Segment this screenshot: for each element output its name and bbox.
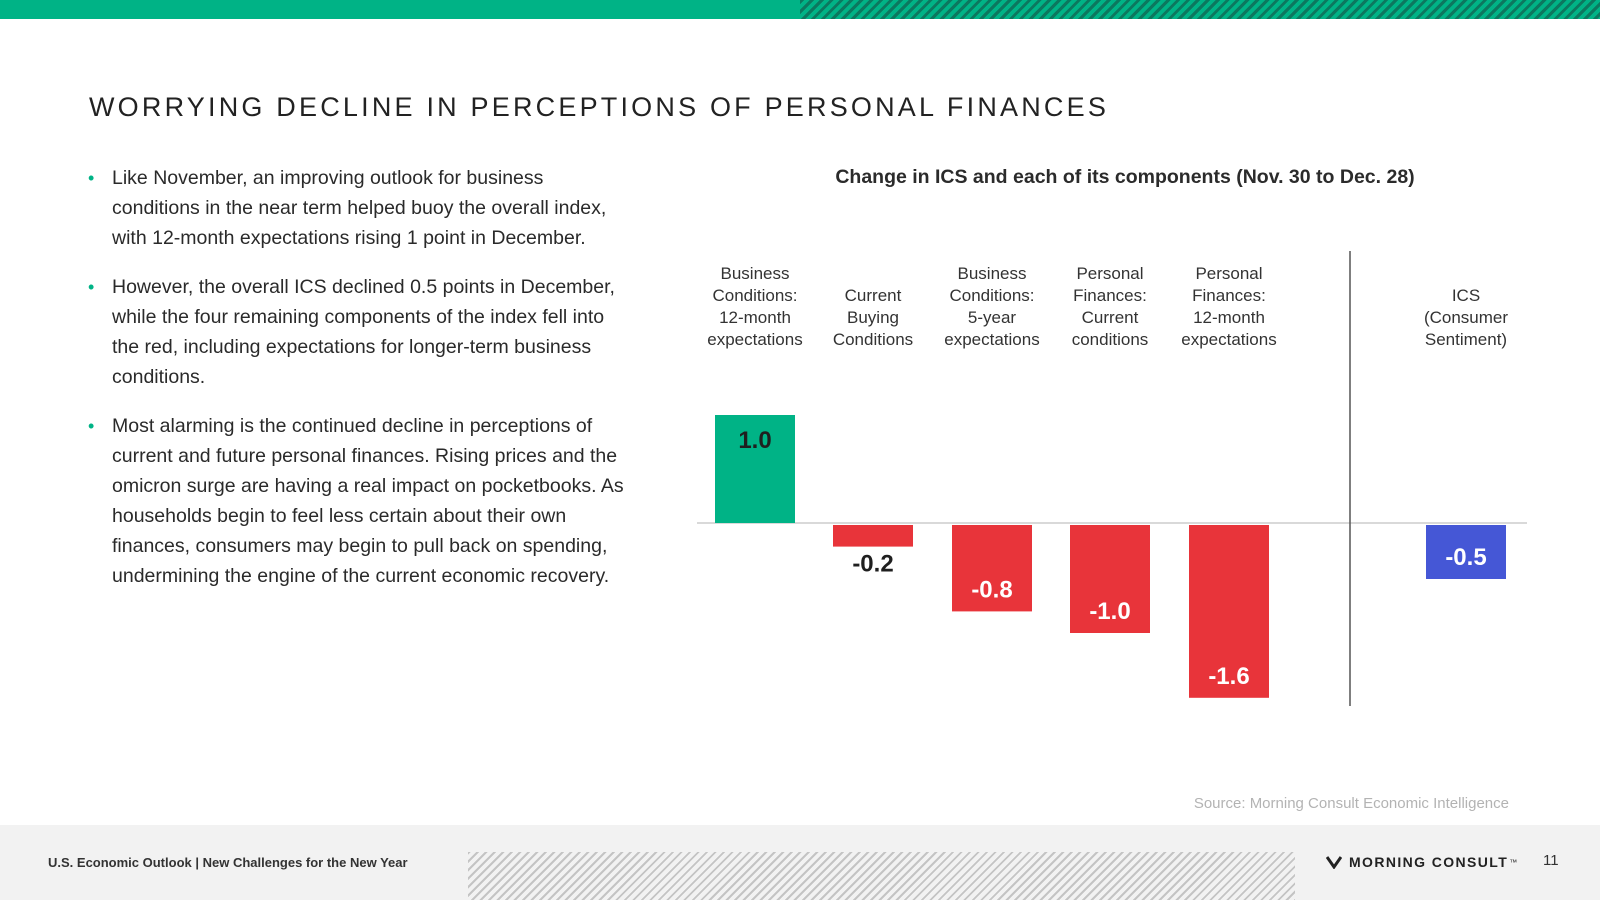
top-accent-bar (0, 0, 1600, 19)
category-label-line: expectations (944, 330, 1039, 349)
page-number: 11 (1543, 852, 1559, 869)
brand-logo: MORNING CONSULT ™ (1326, 854, 1517, 870)
bar-1 (833, 525, 913, 547)
category-label: Business Conditions: 5-year expectations (944, 264, 1039, 349)
bullet-list: • Like November, an improving outlook for… (88, 163, 628, 610)
bar-2 (952, 525, 1032, 612)
category-label-line: Current (1082, 308, 1139, 327)
category-label-line: conditions (1072, 330, 1149, 349)
category-label-line: Buying (847, 308, 899, 327)
category-label: Personal Finances: Current conditions (1072, 264, 1149, 349)
bullet-item: • Like November, an improving outlook for… (88, 163, 628, 253)
category-label-line: Personal (1195, 264, 1262, 283)
category-label-line: Business (958, 264, 1027, 283)
brand-name: MORNING CONSULT (1349, 854, 1509, 870)
morning-consult-logo-icon (1326, 856, 1342, 869)
bullet-dot-icon: • (88, 277, 95, 297)
category-label-line: expectations (1181, 330, 1276, 349)
value-label: 1.0 (738, 427, 771, 454)
category-label-line: 12-month (719, 308, 791, 327)
category-label-line: Finances: (1073, 286, 1147, 305)
value-label: -1.0 (1089, 598, 1130, 625)
bullet-text: Most alarming is the continued decline i… (112, 415, 624, 587)
bar-5 (1426, 525, 1506, 579)
value-label: -1.6 (1208, 663, 1249, 690)
category-label-line: Conditions (833, 330, 913, 349)
brand-trademark: ™ (1509, 857, 1518, 867)
category-label-line: Personal (1076, 264, 1143, 283)
bullet-dot-icon: • (88, 168, 95, 188)
bullet-text: However, the overall ICS declined 0.5 po… (112, 276, 615, 388)
category-label-line: ICS (1452, 286, 1480, 305)
value-label: -0.2 (852, 551, 893, 578)
category-label-line: Sentiment) (1425, 330, 1507, 349)
chart-title: Change in ICS and each of its components… (835, 166, 1415, 188)
category-label-line: Business (721, 264, 790, 283)
category-label-line: Current (845, 286, 902, 305)
category-label-line: (Consumer (1424, 308, 1508, 327)
category-label: Personal Finances: 12-month expectations (1181, 264, 1276, 349)
value-label: -0.5 (1445, 544, 1486, 571)
bar-4 (1189, 525, 1269, 698)
category-label-line: expectations (707, 330, 802, 349)
bar-0 (715, 415, 795, 523)
category-label-line: Conditions: (712, 286, 797, 305)
bar-3 (1070, 525, 1150, 633)
report-title: U.S. Economic Outlook | New Challenges f… (48, 855, 408, 870)
bullet-item: • Most alarming is the continued decline … (88, 411, 628, 591)
category-label-line: Conditions: (949, 286, 1034, 305)
bullet-text: Like November, an improving outlook for … (112, 167, 607, 249)
slide-title: WORRYING DECLINE IN PERCEPTIONS OF PERSO… (89, 92, 1110, 122)
category-label: Current Buying Conditions (833, 286, 913, 349)
category-label: Business Conditions: 12-month expectations (707, 264, 802, 349)
footer-pattern (468, 852, 1295, 900)
bullet-dot-icon: • (88, 416, 95, 436)
source-note: Source: Morning Consult Economic Intelli… (1193, 795, 1509, 812)
category-label: ICS (Consumer Sentiment) (1424, 286, 1508, 349)
category-label-line: 5-year (968, 308, 1017, 327)
category-label-line: Finances: (1192, 286, 1266, 305)
value-label: -0.8 (971, 576, 1012, 603)
top-bar-pattern (800, 0, 1600, 19)
category-label-line: 12-month (1193, 308, 1265, 327)
bullet-item: • However, the overall ICS declined 0.5 p… (88, 272, 628, 392)
